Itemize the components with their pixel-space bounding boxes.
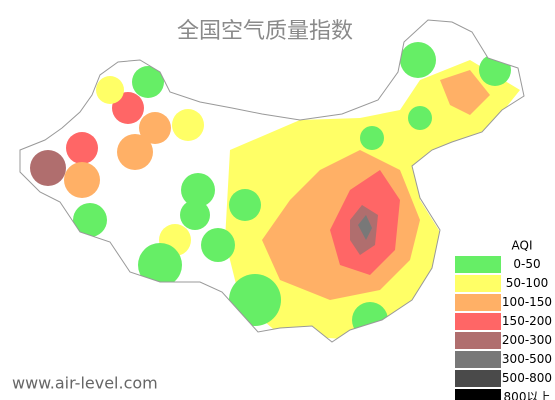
legend-label: 500-800: [502, 371, 552, 385]
legend-swatch: [455, 332, 501, 349]
legend-label: 300-500: [502, 352, 552, 366]
watermark: www.air-level.com: [12, 374, 158, 393]
legend: AQI 0-50 50-100 100-150 150-200 200-300 300-5…: [452, 236, 555, 400]
legend-swatch: [455, 294, 501, 311]
legend-swatch: [455, 370, 501, 387]
legend-label: 800以上: [504, 390, 551, 400]
legend-label: 50-100: [506, 276, 549, 290]
legend-swatch: [455, 313, 501, 330]
legend-swatch: [455, 275, 501, 292]
legend-label: 150-200: [502, 314, 552, 328]
legend-swatch: [455, 389, 501, 400]
legend-label: 0-50: [513, 257, 540, 271]
legend-swatch: [455, 351, 501, 368]
title: 全国空气质量指数: [177, 19, 353, 44]
legend-title: AQI: [512, 239, 533, 253]
legend-label: 200-300: [502, 333, 552, 347]
legend-swatch: [455, 256, 501, 273]
legend-label: 100-150: [502, 295, 552, 309]
border: [19, 19, 525, 343]
